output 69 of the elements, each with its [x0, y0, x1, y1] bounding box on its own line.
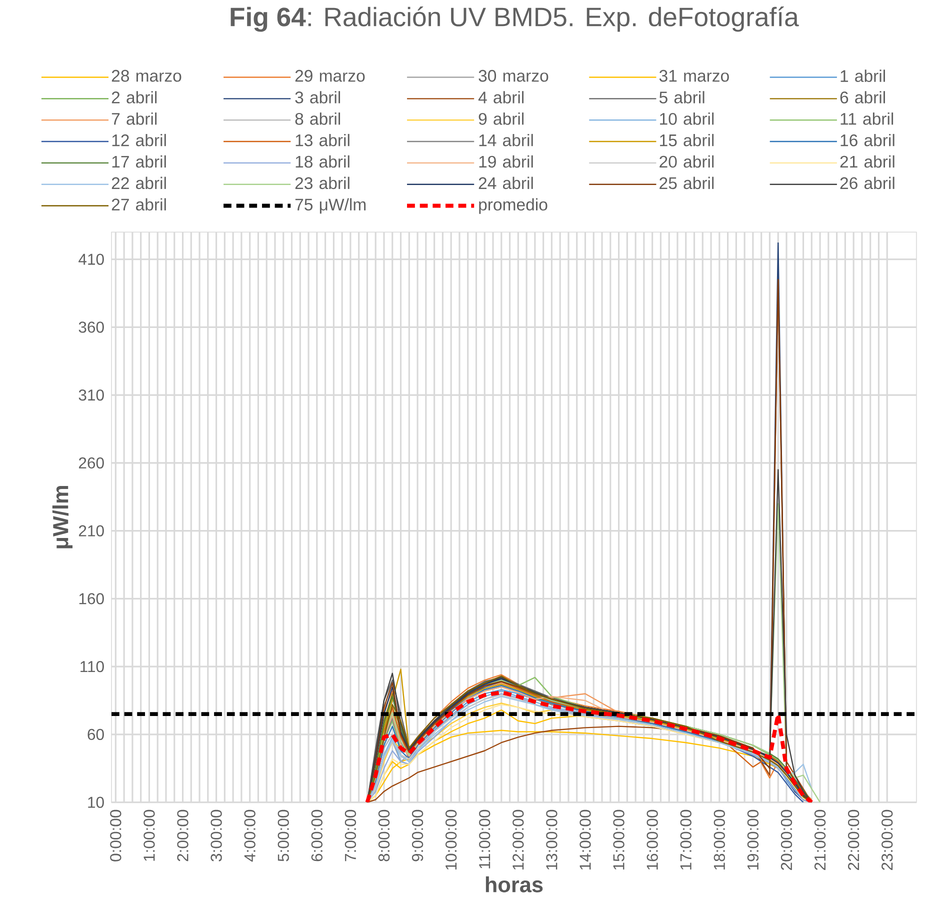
legend-label: 31 marzo	[659, 70, 729, 82]
legend-label: 23 abril	[295, 176, 350, 190]
y-tick-label: 160	[79, 593, 104, 604]
x-tick-label: 7:00:00	[344, 810, 356, 862]
y-tick-label: 260	[78, 457, 104, 469]
x-tick-label: 6:00:00	[311, 810, 323, 862]
legend-label: 28 marzo	[112, 70, 182, 82]
x-tick-label: 23:00:00	[882, 810, 893, 870]
x-tick-label: 4:00:00	[244, 810, 256, 862]
x-tick-label: 13:00:00	[546, 810, 558, 870]
chart-title: Fig 64: Radiación UV BMD5. Exp. deFotografía	[230, 6, 799, 32]
x-tick-label: 14:00:00	[580, 810, 591, 870]
x-tick-label: 1:00:00	[144, 810, 155, 861]
y-tick-label: 410	[78, 254, 104, 265]
y-tick-label: 110	[80, 661, 104, 672]
legend-label: 11 abril	[840, 112, 894, 125]
x-tick-label: 18:00:00	[714, 810, 725, 870]
legend-label: promedio	[479, 198, 548, 214]
legend-label: 5 abril	[659, 91, 704, 104]
legend-label: 12 abril	[112, 134, 166, 146]
legend-label: 16 abril	[840, 134, 894, 146]
x-tick-label: 0:00:00	[110, 810, 122, 862]
y-tick-label: 310	[78, 390, 104, 401]
x-tick-label: 5:00:00	[278, 810, 289, 862]
legend-label: 4 abril	[478, 91, 524, 104]
x-tick-label: 22:00:00	[848, 810, 860, 870]
legend-label: 1 abril	[840, 70, 885, 82]
x-tick-label: 16:00:00	[646, 810, 658, 870]
y-tick-label: 360	[78, 322, 104, 333]
legend-label: 17 abril	[112, 155, 166, 168]
legend-label: 7 abril	[112, 112, 157, 125]
x-tick-label: 11:00:00	[479, 810, 490, 868]
x-tick-label: 21:00:00	[814, 810, 826, 870]
x-tick-label: 2:00:00	[177, 810, 188, 862]
legend-label: 22 abril	[112, 176, 166, 190]
legend-label: 3 abril	[295, 91, 340, 104]
legend-label: 30 marzo	[478, 70, 548, 82]
x-tick-label: 20:00:00	[780, 810, 792, 870]
x-tick-label: 8:00:00	[378, 810, 390, 862]
x-tick-label: 9:00:00	[412, 810, 424, 862]
legend-label: 24 abril	[478, 176, 533, 190]
x-tick-label: 17:00:00	[680, 810, 692, 870]
x-tick-label: 19:00:00	[747, 810, 759, 870]
y-axis-title: μW/lm	[52, 486, 73, 548]
legend-label: 27 abril	[112, 198, 166, 211]
legend-label: 19 abril	[479, 155, 533, 168]
legend-label: 8 abril	[295, 112, 340, 125]
legend-label: 25 abril	[660, 176, 714, 190]
legend-label: 6 abril	[840, 91, 885, 104]
x-tick-label: 15:00:00	[613, 810, 624, 870]
legend-label: 15 abril	[660, 134, 714, 146]
legend-label: 13 abril	[296, 134, 350, 146]
x-tick-label: 3:00:00	[210, 810, 222, 862]
legend-label: 9 abril	[478, 112, 524, 125]
legend-label: 20 abril	[660, 155, 714, 168]
y-tick-label: 210	[78, 525, 104, 536]
x-axis-title: horas	[486, 876, 543, 892]
y-tick-label: 10	[88, 796, 104, 808]
legend-label: 75 μW/lm	[295, 198, 366, 214]
x-tick-label: 10:00:00	[446, 810, 457, 870]
legend-label: 2 abril	[112, 91, 157, 104]
y-tick-label: 60	[88, 728, 104, 740]
legend-label: 14 abril	[479, 134, 533, 146]
legend-label: 10 abril	[660, 112, 714, 125]
legend-label: 29 marzo	[295, 70, 365, 82]
legend-label: 21 abril	[840, 155, 894, 168]
x-tick-label: 12:00:00	[512, 810, 524, 870]
legend-label: 26 abril	[840, 176, 894, 190]
legend-label: 18 abril	[296, 155, 350, 168]
